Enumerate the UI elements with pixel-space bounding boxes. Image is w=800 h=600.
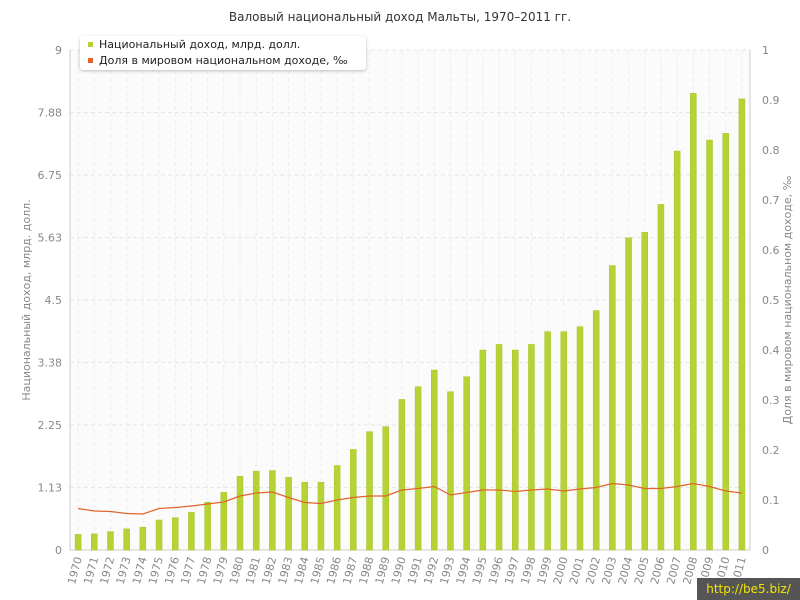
y-right-tick-label: 0.2 [762,444,780,457]
bar [431,369,438,551]
bar [107,531,114,551]
y-right-tick-label: 0.1 [762,494,780,507]
watermark[interactable]: http://be5.biz/ [697,578,800,600]
bar [560,331,568,551]
chart-title: Валовый национальный доход Мальты, 1970–… [228,10,572,24]
legend-swatch-income [88,41,93,47]
bar [171,517,179,551]
bar [447,391,454,551]
bar [301,481,309,551]
bar [576,326,584,551]
bar [236,475,244,551]
legend-swatch-share [88,57,93,63]
bar [511,349,519,551]
y-left-axis-title: Национальный доход, млрд. долл. [20,199,33,400]
y-right-axis-title: Доля в мировом национальном доходе, ‰ [781,175,794,424]
y-left-tick-label: 7.88 [38,107,63,120]
bar [366,431,373,551]
bar [690,93,697,551]
y-right-tick-label: 1 [762,44,769,57]
bar [706,139,713,551]
bar [188,511,195,551]
bar [544,331,551,551]
bar [738,98,746,551]
bar [722,133,729,551]
bar [350,449,357,551]
bar [74,534,82,551]
bar [657,204,665,551]
y-left-tick-label: 3.38 [38,357,63,370]
bar [414,386,422,551]
bar [252,470,260,551]
y-right-tick-label: 0.4 [762,344,780,357]
bar [641,231,649,551]
bar [592,310,600,551]
legend-item-income: Национальный доход, млрд. долл. [88,37,300,52]
bar [285,476,292,551]
bar [317,481,325,551]
y-left-tick-label: 4.5 [45,294,63,307]
bar [91,533,98,551]
y-right-tick-label: 0.5 [762,294,780,307]
bar [398,399,406,551]
legend-item-share: Доля в мировом национальном доходе, ‰ [88,53,348,68]
bar [463,376,470,551]
share-line [78,482,742,515]
legend-label-share: Доля в мировом национальном доходе, ‰ [99,54,348,67]
y-left-tick-label: 6.75 [38,169,63,182]
y-left-tick-label: 2.25 [38,419,63,432]
bar [139,526,147,551]
bar [495,344,503,551]
bar [382,426,389,551]
y-left-tick-label: 9 [55,44,62,57]
bar [204,501,211,551]
bar [155,519,163,551]
y-left-tick-label: 0 [55,544,62,557]
y-left-tick-label: 1.13 [38,482,63,495]
bar [528,344,535,551]
legend-label-income: Национальный доход, млрд. долл. [99,38,301,51]
y-right-tick-label: 0.8 [762,144,780,157]
bar [123,528,130,551]
bar [220,491,228,551]
y-right-tick-label: 0.9 [762,94,780,107]
y-right-tick-label: 0.3 [762,394,780,407]
y-right-tick-label: 0 [762,544,769,557]
bar [333,465,341,551]
bar [673,150,681,551]
bar [625,237,632,551]
y-right-tick-label: 0.7 [762,194,780,207]
y-right-tick-label: 0.6 [762,244,780,257]
legend: Национальный доход, млрд. долл. Доля в м… [80,36,366,70]
bar [479,349,487,551]
bar [609,265,616,551]
bar [269,470,276,551]
y-left-tick-label: 5.63 [38,232,63,245]
